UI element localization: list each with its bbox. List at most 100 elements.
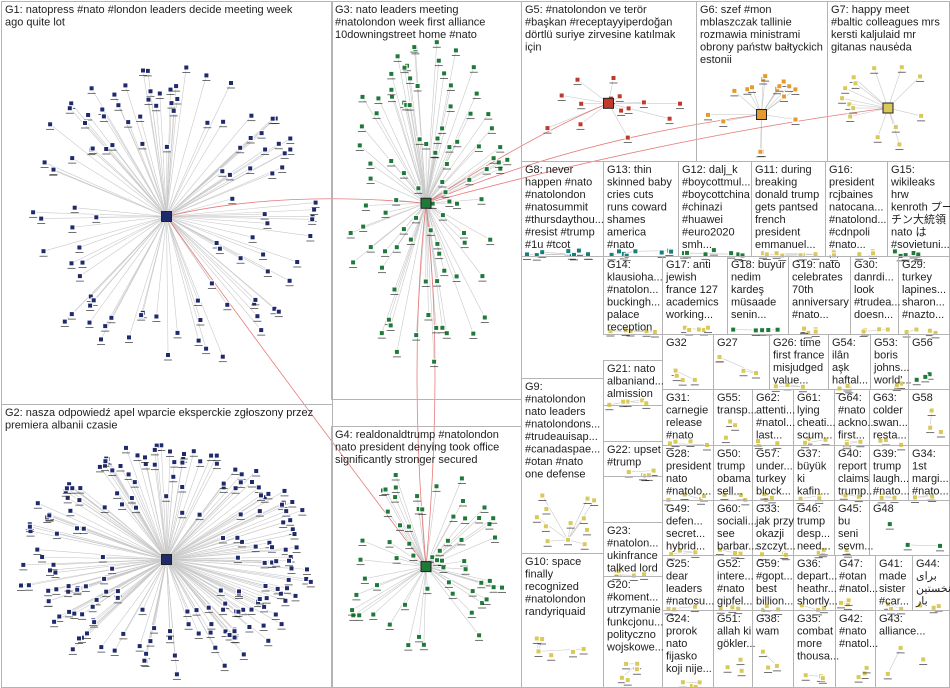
group-label-line: بار (915, 596, 928, 608)
graph-node (436, 547, 443, 554)
group-label-line: #1u #tcot (525, 239, 570, 251)
graph-node (246, 624, 253, 630)
group-label-line: defen... (666, 516, 703, 528)
group-label-g34: G34: 1st margi... #nato... (912, 448, 949, 498)
graph-node (96, 463, 103, 470)
graph-edge (395, 474, 427, 567)
graph-node (930, 604, 937, 611)
graph-edge (425, 566, 490, 582)
graph-edge (671, 552, 696, 555)
graph-edge (49, 124, 167, 217)
group-label-g44: G44: برای نخستین بار (915, 558, 950, 608)
group-label-g16: G16: president rcjbaines natocana... #natolo… (829, 164, 887, 251)
graph-node (542, 523, 549, 530)
group-label-line: anniversary (792, 297, 849, 309)
graph-node (119, 501, 125, 508)
group-label-line: scum... (797, 430, 832, 442)
graph-edge (425, 60, 440, 204)
graph-node (18, 582, 24, 589)
graph-node (147, 638, 154, 645)
graph-edge (166, 519, 291, 560)
graph-node (442, 189, 449, 196)
graph-edge (166, 216, 255, 304)
group-label-g10: G10: space finally recognized #natolondon ra… (525, 556, 586, 618)
graph-node (441, 70, 448, 77)
graph-node (485, 111, 492, 118)
group-label-line: premiera albanii czasie (5, 420, 118, 432)
graph-node (781, 93, 787, 100)
graph-node (410, 552, 417, 559)
group-label-line: #natolon... (607, 538, 658, 550)
graph-node (460, 498, 466, 504)
graph-edge (425, 138, 438, 204)
graph-node (134, 452, 141, 459)
group-label-line: albaniand... (607, 376, 664, 388)
graph-node (393, 555, 400, 562)
graph-node (732, 422, 739, 429)
group-label-line: G17: anti (666, 259, 711, 271)
graph-node (724, 664, 731, 671)
graph-node (281, 150, 288, 157)
graph-node (618, 674, 625, 681)
graph-edge (166, 451, 195, 560)
graph-node (264, 220, 271, 227)
graph-node (488, 125, 495, 132)
graph-edge (166, 559, 211, 633)
graph-node (392, 494, 399, 501)
group-label-line: G11: during (755, 164, 812, 176)
group-label-line: G6: szef #mon (700, 4, 772, 16)
group-label-g29: G29: turkey lapines... sharon... #nazto... (902, 259, 946, 321)
graph-edge (166, 137, 251, 217)
graph-node (258, 327, 265, 334)
graph-node (565, 248, 572, 255)
graph-node (163, 143, 170, 150)
group-label-line: emmanuel... (755, 239, 816, 251)
hub-node (756, 109, 767, 120)
graph-node (382, 209, 389, 216)
graph-node (696, 679, 703, 686)
group-label-line: G43: (879, 613, 903, 625)
graph-node (585, 251, 591, 258)
graph-edge (166, 559, 264, 626)
graph-node (786, 83, 793, 90)
graph-node (79, 259, 86, 266)
graph-node (812, 251, 819, 258)
graph-edge (166, 103, 172, 217)
group-label-line: #nato... (792, 309, 829, 321)
graph-edge (425, 203, 429, 316)
group-label-line: G9: (525, 381, 543, 393)
group-label-line: #trudea... (854, 297, 900, 309)
graph-node (74, 525, 80, 532)
graph-node (452, 47, 459, 54)
group-label-line: utrzymanie (607, 604, 661, 616)
graph-node (284, 585, 290, 592)
graph-node (691, 376, 698, 383)
graph-node (855, 674, 862, 681)
group-label-g2: G2: nasza odpowiedź apel wparcie eksperc… (5, 407, 313, 432)
graph-node (391, 286, 398, 293)
group-label-line: palace (607, 309, 639, 321)
graph-node (224, 301, 231, 308)
group-label-g7: G7: happy meet #baltic colleagues mrs kers… (831, 4, 940, 54)
graph-edge (425, 203, 486, 318)
group-label-line: ukinfrance (607, 550, 658, 562)
graph-edge (425, 113, 489, 204)
graph-node (898, 64, 905, 71)
group-label-line: barbar... (717, 541, 757, 553)
graph-node (640, 99, 647, 106)
graph-node (179, 459, 186, 466)
graph-node (749, 84, 755, 91)
graph-node (76, 273, 83, 280)
graph-node (780, 78, 787, 85)
group-label-line: G53: (874, 337, 898, 349)
graph-node (179, 484, 186, 490)
graph-node (397, 522, 403, 529)
graph-node (349, 607, 356, 614)
graph-node (213, 460, 220, 467)
graph-node (544, 538, 551, 545)
graph-node (184, 608, 191, 615)
group-label-line: working... (665, 309, 713, 321)
graph-edge (385, 202, 427, 213)
graph-node (128, 495, 135, 501)
graph-node (580, 646, 587, 652)
